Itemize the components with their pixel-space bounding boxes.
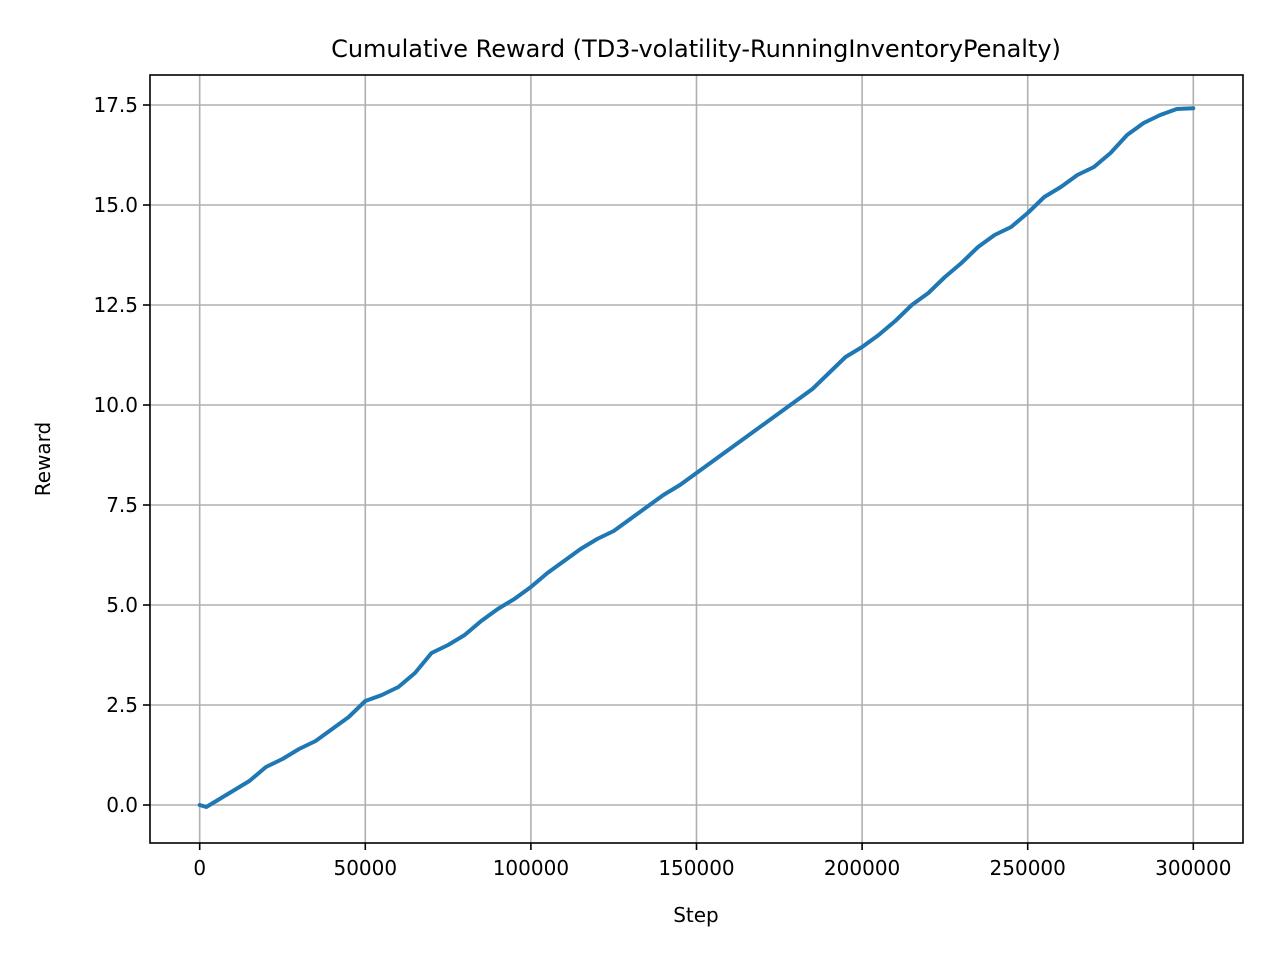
chart-title: Cumulative Reward (TD3-volatility-Runnin… xyxy=(331,35,1061,63)
series-line xyxy=(197,106,1196,809)
y-axis-label: Reward xyxy=(31,422,55,496)
x-axis-label: Step xyxy=(673,903,719,927)
y-tick-label: 17.5 xyxy=(93,93,138,117)
y-tick-label: 5.0 xyxy=(106,593,138,617)
x-axis: 0 50000 100000 150000 200000 250000 300000 xyxy=(193,843,1231,880)
x-tick-label: 50000 xyxy=(333,856,397,880)
y-axis: 0.0 2.5 5.0 7.5 10.0 12.5 15.0 17.5 xyxy=(93,93,150,817)
x-tick-label: 150000 xyxy=(658,856,734,880)
series-layer xyxy=(197,106,1196,809)
x-tick-label: 100000 xyxy=(493,856,569,880)
x-tick-label: 300000 xyxy=(1155,856,1231,880)
grid xyxy=(150,75,1243,843)
y-tick-label: 12.5 xyxy=(93,293,138,317)
x-tick-label: 200000 xyxy=(824,856,900,880)
x-tick-label: 250000 xyxy=(990,856,1066,880)
y-tick-label: 7.5 xyxy=(106,493,138,517)
x-tick-label: 0 xyxy=(193,856,206,880)
y-tick-label: 15.0 xyxy=(93,193,138,217)
y-tick-label: 0.0 xyxy=(106,793,138,817)
y-tick-label: 2.5 xyxy=(106,693,138,717)
y-tick-label: 10.0 xyxy=(93,393,138,417)
